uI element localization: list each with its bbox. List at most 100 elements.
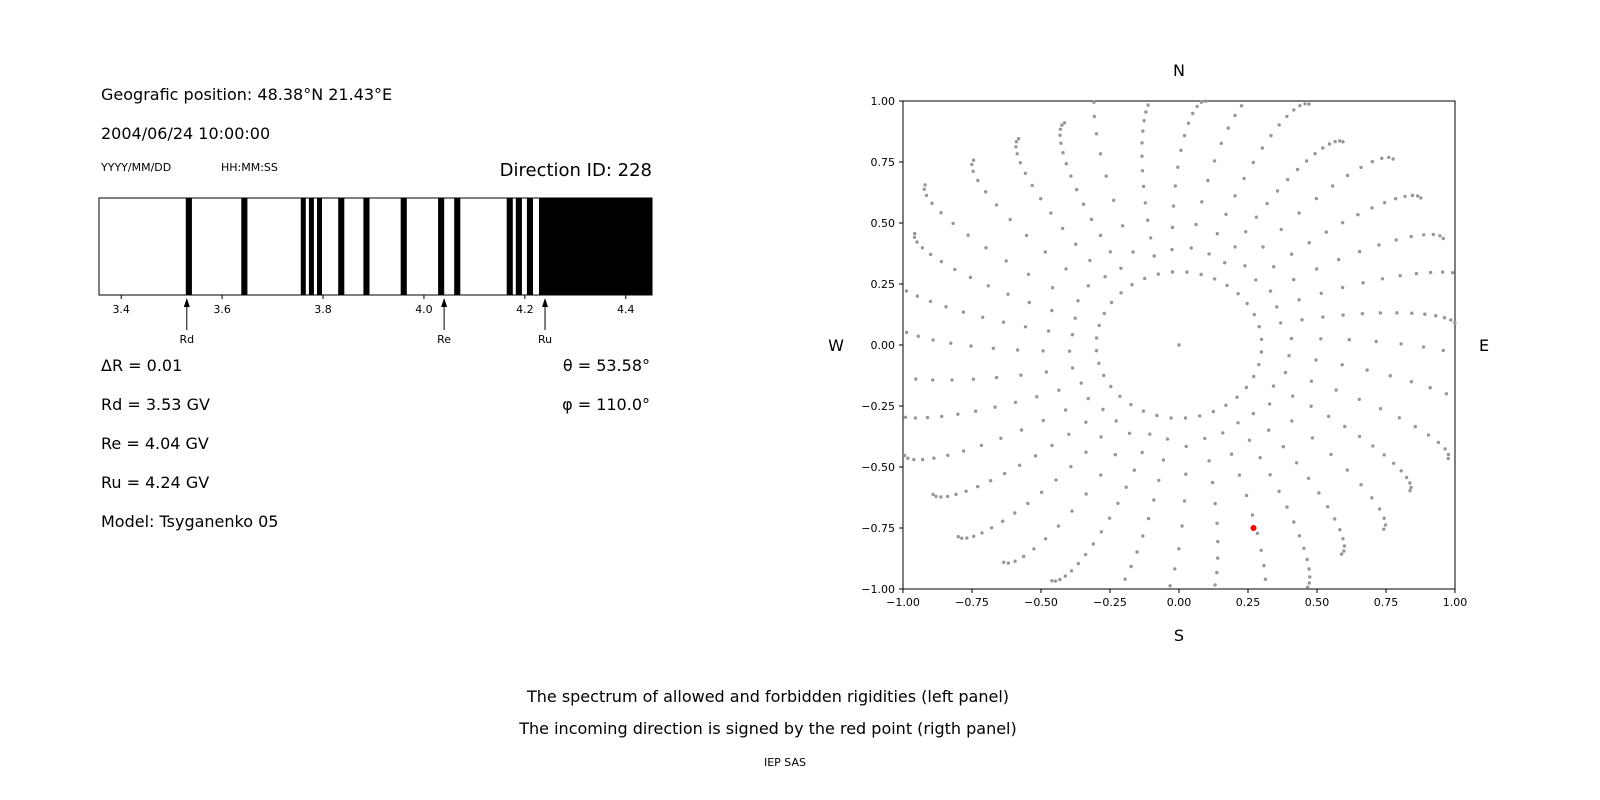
scatter-dot xyxy=(1092,100,1096,104)
scatter-dot xyxy=(1370,159,1375,164)
caption-line2: The incoming direction is signed by the … xyxy=(519,719,1017,738)
scatter-dot xyxy=(1123,577,1127,581)
scatter-y-tick-label: −1.00 xyxy=(861,583,895,596)
scatter-dot xyxy=(904,330,909,335)
scatter-dot xyxy=(1339,552,1344,556)
spectrum-x-tick-label: 4.4 xyxy=(617,303,635,316)
scatter-dot xyxy=(1260,146,1264,150)
scatter-dot xyxy=(1200,200,1204,204)
scatter-dot xyxy=(1148,432,1152,436)
scatter-dot xyxy=(1408,481,1412,485)
scatter-dot xyxy=(981,315,985,319)
scatter-dot xyxy=(1265,201,1269,206)
scatter-y-tick-label: −0.50 xyxy=(861,461,895,474)
scatter-dot xyxy=(1419,196,1423,200)
spectrum-x-tick-label: 3.8 xyxy=(314,303,332,316)
scatter-dot xyxy=(1224,212,1228,216)
scatter-dot xyxy=(1189,246,1193,250)
scatter-dot xyxy=(1441,236,1445,241)
scatter-dot xyxy=(1215,232,1219,236)
scatter-dot xyxy=(1277,123,1281,127)
scatter-dot xyxy=(1229,452,1234,456)
scatter-dot xyxy=(1169,416,1173,420)
scatter-dot xyxy=(1285,505,1289,509)
scatter-dot xyxy=(1064,267,1068,271)
scatter-dot xyxy=(1223,261,1227,265)
scatter-dot xyxy=(904,289,909,293)
scatter-dot xyxy=(1050,443,1054,448)
scatter-dot xyxy=(1305,557,1309,562)
scatter-dot xyxy=(1294,461,1299,465)
scatter-dot xyxy=(1342,549,1346,553)
scatter-dot xyxy=(1244,493,1249,498)
scatter-dot xyxy=(1171,204,1176,208)
scatter-dot xyxy=(1297,534,1302,538)
scatter-dot xyxy=(1076,561,1080,566)
scatter-dot xyxy=(940,414,944,419)
scatter-dot xyxy=(1291,394,1295,398)
scatter-dot xyxy=(1212,277,1217,281)
scatter-dot xyxy=(1281,445,1285,449)
allowed-band xyxy=(308,198,314,295)
scatter-dot xyxy=(932,456,936,460)
scatter-dot xyxy=(1244,385,1249,390)
scatter-dot xyxy=(1088,258,1092,263)
scatter-dot xyxy=(1377,507,1382,511)
scatter-dot xyxy=(906,456,910,460)
spectrum-x-tick-label: 4.0 xyxy=(415,303,433,316)
scatter-x-tick-label: 0.75 xyxy=(1374,596,1399,609)
scatter-dot xyxy=(1108,250,1112,254)
scatter-dot xyxy=(1070,366,1075,370)
scatter-dot xyxy=(1140,154,1144,158)
scatter-dot xyxy=(1199,100,1204,104)
scatter-dot xyxy=(1307,102,1311,106)
scatter-dot xyxy=(1314,267,1319,271)
scatter-dot xyxy=(1382,516,1386,520)
scatter-dot xyxy=(1084,420,1088,424)
scatter-dot xyxy=(986,284,990,288)
scatter-dot xyxy=(1321,146,1325,150)
scatter-dot xyxy=(931,492,935,497)
scatter-dot xyxy=(1330,184,1335,188)
scatter-dot xyxy=(1314,358,1318,362)
scatter-dot xyxy=(923,183,927,187)
scatter-dot xyxy=(1219,141,1223,145)
scatter-dot xyxy=(913,231,917,236)
scatter-dot xyxy=(1216,539,1220,544)
scatter-dot xyxy=(1170,270,1175,274)
scatter-dot xyxy=(922,187,926,191)
scatter-dot xyxy=(1382,527,1386,531)
scatter-dot xyxy=(1243,264,1247,268)
allowed-band xyxy=(363,198,370,295)
scatter-dot xyxy=(1203,99,1208,103)
scatter-dot xyxy=(1404,475,1409,480)
scatter-dot xyxy=(1394,197,1398,201)
model-label: Model: Tsyganenko 05 xyxy=(101,512,279,531)
scatter-dot xyxy=(1441,348,1445,353)
scatter-dot xyxy=(1089,217,1094,222)
allowed-band xyxy=(300,198,306,295)
scatter-dot xyxy=(1002,471,1007,476)
scatter-dot xyxy=(1399,342,1403,346)
spectrum-x-tick-label: 4.2 xyxy=(516,303,534,316)
scatter-dot xyxy=(979,443,984,448)
scatter-dot xyxy=(1254,215,1259,219)
scatter-dot xyxy=(1442,316,1447,320)
scatter-dot xyxy=(1044,370,1049,374)
scatter-dot xyxy=(990,526,994,530)
compass-label-w: W xyxy=(828,336,844,355)
scatter-dot xyxy=(1102,373,1106,378)
scatter-dot xyxy=(1426,433,1431,437)
scatter-dot xyxy=(1441,270,1445,274)
scatter-dot xyxy=(969,344,973,348)
scatter-dot xyxy=(1343,424,1347,429)
scatter-dot xyxy=(1015,152,1019,156)
scatter-dot xyxy=(1287,354,1291,358)
scatter-dot xyxy=(1173,567,1177,571)
scatter-dot xyxy=(971,377,976,381)
scatter-dot xyxy=(903,415,908,419)
scatter-dot xyxy=(1297,211,1301,215)
scatter-dot xyxy=(1233,113,1237,118)
scatter-dot xyxy=(1337,257,1341,262)
scatter-dot xyxy=(1235,395,1239,399)
